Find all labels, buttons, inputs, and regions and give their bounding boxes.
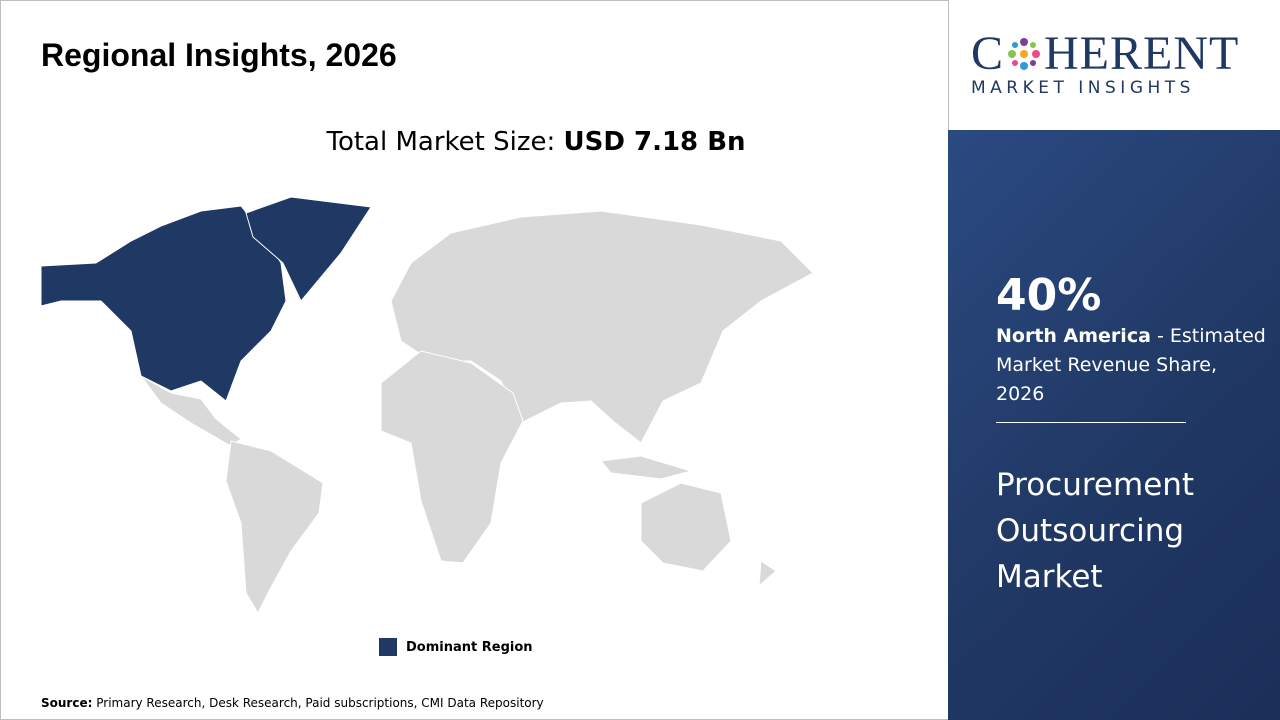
source-text: Primary Research, Desk Research, Paid su…	[96, 696, 544, 710]
highlight-panel: 40% North America - Estimated Market Rev…	[948, 130, 1280, 720]
islands	[600, 455, 693, 480]
description: - Estimated Market Revenue Share, 2026	[996, 325, 1266, 405]
logo: C HERENT MARKET INSIGHTS	[948, 0, 1280, 130]
africa	[380, 350, 524, 564]
content-area: Regional Insights, 2026 Total Market Siz…	[0, 0, 948, 720]
eurasia	[390, 210, 814, 444]
greenland	[245, 196, 372, 302]
market-size-value: USD 7.18 Bn	[563, 127, 746, 157]
legend: Dominant Region	[379, 638, 533, 656]
logo-brand: C HERENT	[971, 26, 1239, 81]
logo-brand-end: HERENT	[1044, 27, 1240, 80]
legend-label: Dominant Region	[406, 639, 533, 655]
logo-mark	[1008, 37, 1041, 70]
world-map	[40, 196, 814, 615]
south-america	[225, 440, 324, 615]
market-size: Total Market Size: USD 7.18 Bn	[1, 127, 1071, 157]
title: Regional Insights, 2026	[41, 37, 397, 73]
australia	[640, 482, 732, 572]
share-description: North America - Estimated Market Revenue…	[996, 322, 1266, 409]
new-zealand	[758, 560, 777, 588]
share: 40%	[996, 270, 1102, 321]
logo-brand-start: C	[971, 27, 1005, 80]
source-label: Source:	[41, 696, 93, 710]
divider	[996, 422, 1186, 423]
side-panel: C HERENT MARKET INSIGHTS 40% North Ameri…	[948, 0, 1280, 720]
central-america	[140, 375, 242, 447]
region: North America	[996, 325, 1151, 347]
legend-swatch	[379, 638, 397, 656]
source: Source: Primary Research, Desk Research,…	[41, 696, 544, 710]
north-america	[40, 205, 287, 402]
logo-tagline: MARKET INSIGHTS	[971, 78, 1195, 98]
market-name: Procurement Outsourcing Market	[996, 467, 1195, 595]
market-size-label: Total Market Size:	[326, 127, 556, 157]
